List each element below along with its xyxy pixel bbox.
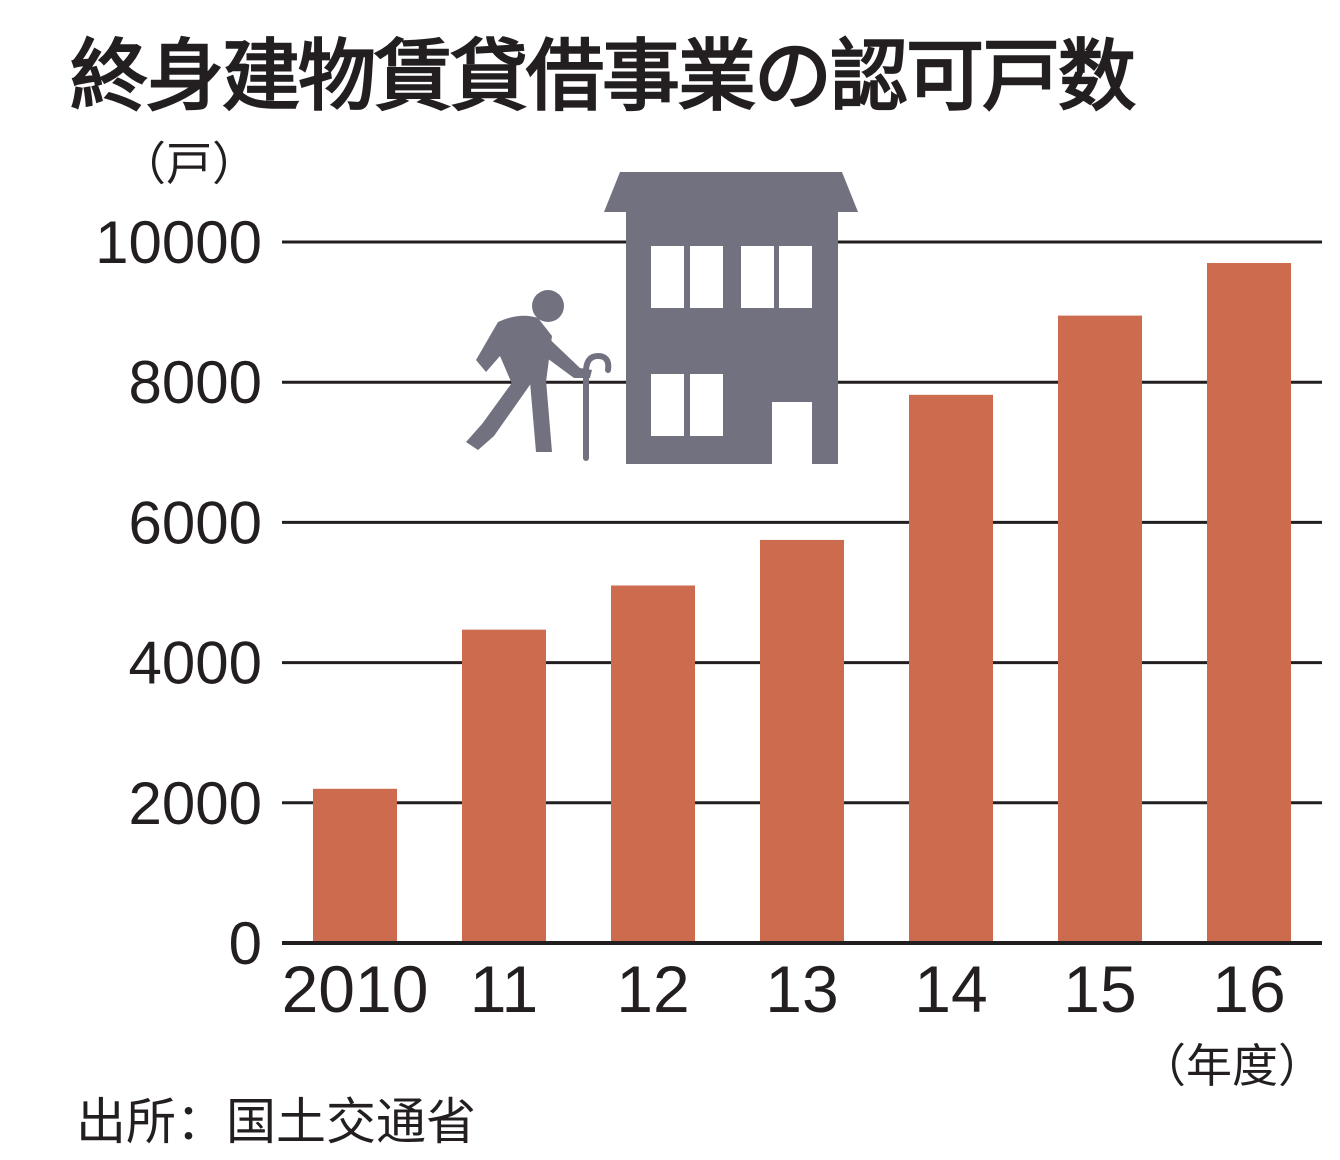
x-tick-label: 14 (914, 952, 987, 1026)
bar (760, 539, 844, 943)
bar (1207, 263, 1291, 943)
x-tick-label: 16 (1212, 952, 1285, 1026)
building-icon (604, 172, 858, 466)
x-tick-label: 2010 (282, 952, 429, 1026)
x-tick-label: 12 (616, 952, 689, 1026)
y-tick-labels: 0 2000 4000 6000 8000 10000 (95, 209, 262, 977)
chart-title: 終身建物賃貸借事業の認可戸数 (70, 32, 1136, 122)
bar (909, 394, 993, 943)
bar (313, 788, 397, 943)
bars (313, 263, 1291, 944)
source-note: 出所：国土交通省 (76, 1093, 476, 1151)
y-tick-label: 10000 (95, 209, 262, 276)
x-tick-label: 15 (1063, 952, 1136, 1026)
x-tick-label: 11 (470, 952, 539, 1026)
y-tick-label: 4000 (129, 630, 262, 697)
y-axis-unit-label: （戸） (120, 137, 258, 191)
y-tick-label: 0 (229, 910, 262, 977)
x-tick-label: 13 (765, 952, 838, 1026)
bar (611, 585, 695, 943)
elderly-person-with-cane-icon (466, 290, 612, 461)
bar (1058, 315, 1142, 944)
bar (462, 629, 546, 943)
y-tick-label: 6000 (129, 489, 262, 556)
y-tick-label: 2000 (129, 770, 262, 837)
x-axis-unit-label: （年度） (1140, 1039, 1324, 1093)
y-tick-label: 8000 (129, 349, 262, 416)
x-tick-labels: 2010 11 12 13 14 15 16 (282, 952, 1286, 1026)
